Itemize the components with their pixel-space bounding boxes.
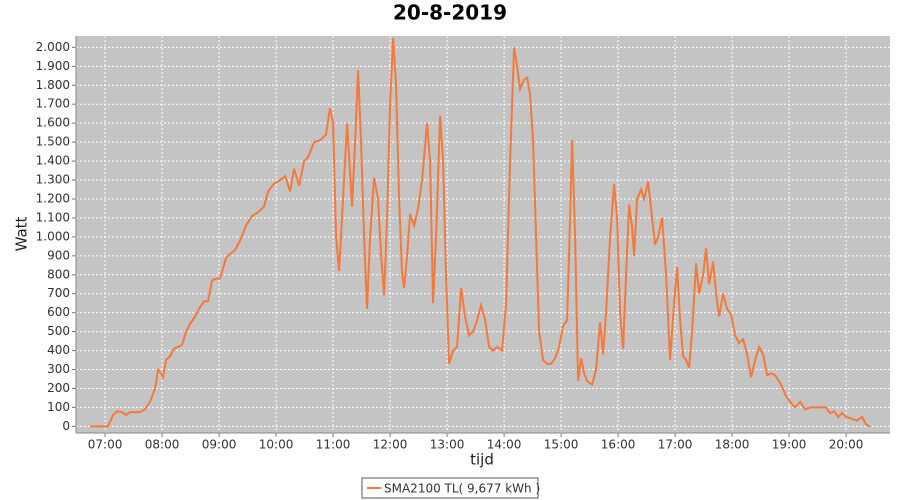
x-tick-label: 20:00	[829, 438, 864, 452]
y-tick-label: 2.000	[36, 40, 70, 54]
y-tick-label: 600	[47, 305, 70, 319]
x-tick-label: 18:00	[715, 438, 750, 452]
y-tick-label: 200	[47, 381, 70, 395]
x-axis-label: tijd	[470, 451, 494, 469]
legend-label: SMA2100 TL( 9,677 kWh )	[384, 482, 540, 496]
y-tick-label: 1.500	[36, 135, 70, 149]
x-tick-label: 13:00	[430, 438, 465, 452]
y-tick-label: 800	[47, 267, 70, 281]
y-tick-label: 1.700	[36, 97, 70, 111]
x-tick-label: 08:00	[145, 438, 180, 452]
y-tick-label: 1.100	[36, 210, 70, 224]
x-tick-label: 14:00	[487, 438, 522, 452]
y-tick-label: 100	[47, 400, 70, 414]
y-tick-label: 1.200	[36, 191, 70, 205]
y-tick-label: 700	[47, 286, 70, 300]
y-tick-label: 1.300	[36, 173, 70, 187]
chart-title: 20-8-2019	[393, 1, 507, 25]
y-tick-label: 400	[47, 343, 70, 357]
y-tick-label: 0	[62, 419, 70, 433]
y-tick-label: 1.600	[36, 116, 70, 130]
x-tick-label: 07:00	[88, 438, 123, 452]
x-tick-label: 19:00	[772, 438, 807, 452]
y-tick-label: 1.400	[36, 154, 70, 168]
y-axis-label: Watt	[13, 216, 31, 251]
y-tick-label: 500	[47, 324, 70, 338]
y-tick-label: 300	[47, 362, 70, 376]
y-tick-label: 1.000	[36, 229, 70, 243]
x-tick-label: 09:00	[202, 438, 237, 452]
x-tick-label: 15:00	[544, 438, 579, 452]
legend	[361, 477, 539, 499]
data-line	[90, 37, 871, 428]
y-tick-label: 1.800	[36, 78, 70, 92]
x-tick-label: 11:00	[316, 438, 351, 452]
plot-area	[76, 36, 890, 433]
y-tick-label: 900	[47, 248, 70, 262]
x-tick-label: 12:00	[373, 438, 408, 452]
y-tick-label: 1.900	[36, 59, 70, 73]
x-tick-label: 10:00	[259, 438, 294, 452]
x-tick-label: 16:00	[601, 438, 636, 452]
x-tick-label: 17:00	[658, 438, 693, 452]
